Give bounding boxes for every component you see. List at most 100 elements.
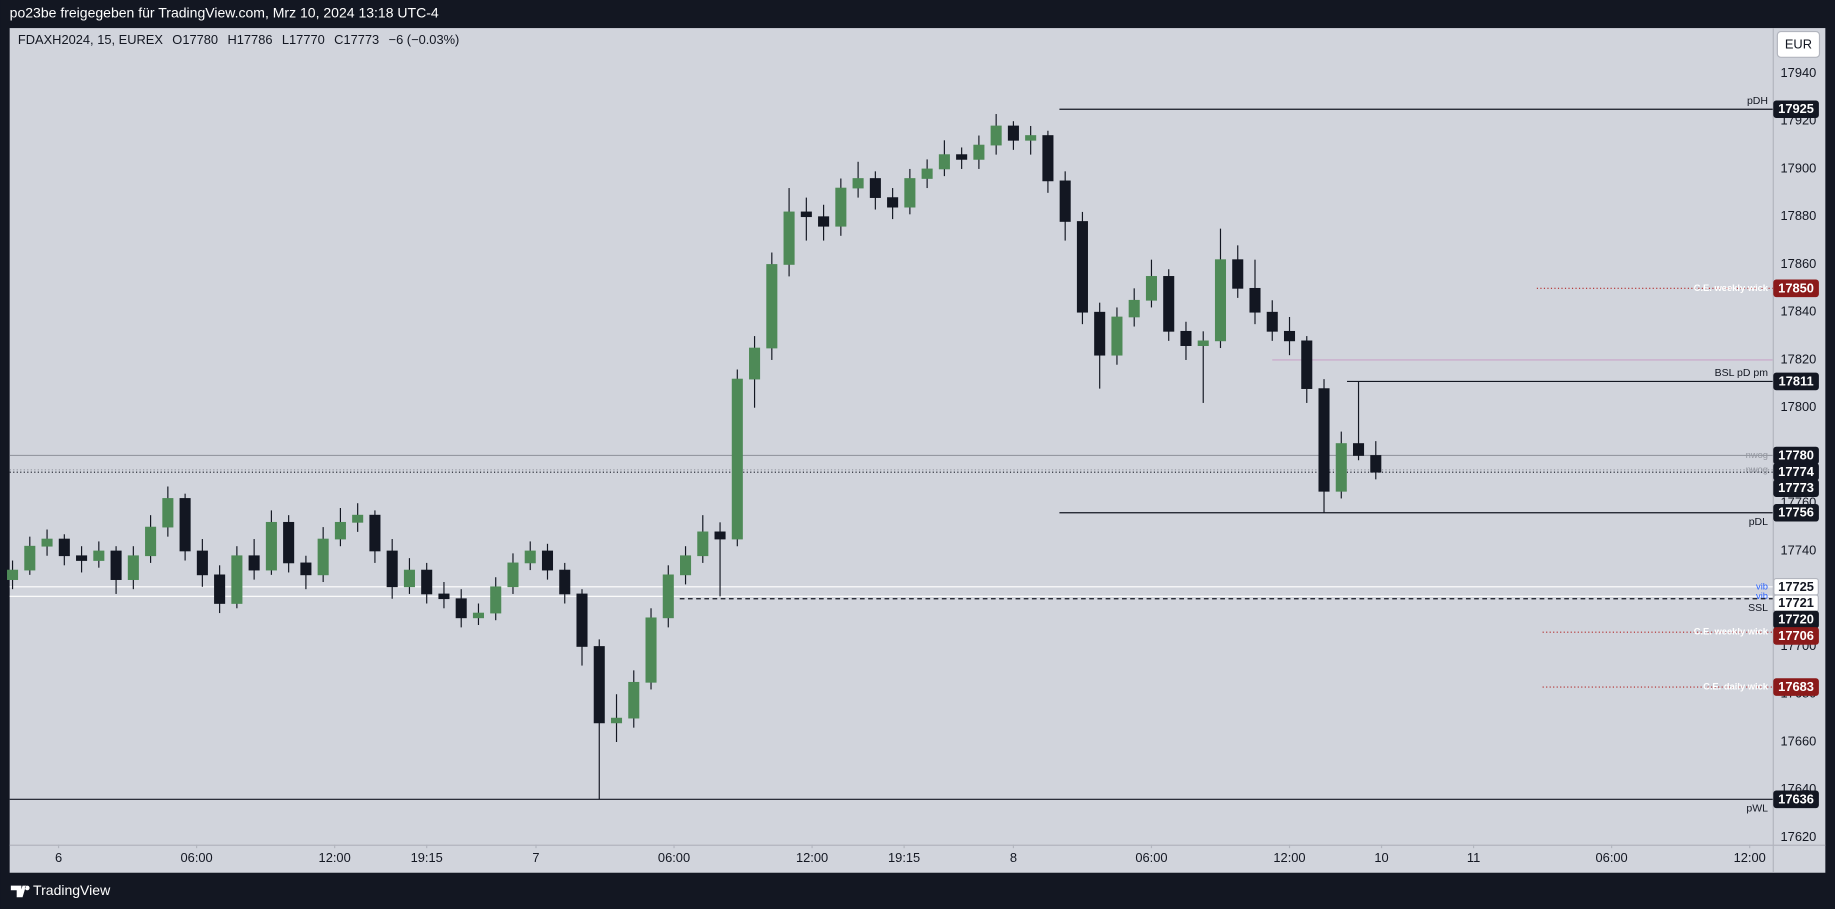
candle-body xyxy=(1042,135,1054,182)
candle-body xyxy=(938,154,950,170)
candle-body xyxy=(334,521,346,540)
candle-body xyxy=(196,550,208,576)
y-tick-label: 17900 xyxy=(1781,160,1817,175)
candle-body xyxy=(127,555,139,580)
candle-body xyxy=(783,211,795,265)
level-label: nwog xyxy=(1746,450,1768,460)
candle-body xyxy=(869,178,881,198)
candle-body xyxy=(1145,276,1157,301)
price-badge-label: 17636 xyxy=(1778,791,1814,806)
candle-body xyxy=(490,586,502,614)
candle-body xyxy=(403,569,415,588)
candle-body xyxy=(248,555,260,571)
y-tick-label: 17860 xyxy=(1781,256,1817,271)
candle-body xyxy=(41,538,53,547)
x-tick-label: 19:15 xyxy=(411,850,443,865)
candle-body xyxy=(93,550,105,561)
price-badge-label: 17683 xyxy=(1778,679,1814,694)
currency-label[interactable]: EUR xyxy=(1785,36,1812,51)
price-badge-label: 17774 xyxy=(1778,464,1815,479)
candle-body xyxy=(714,531,726,540)
candle-body xyxy=(1111,316,1123,356)
candle-body xyxy=(645,617,657,683)
candle-body xyxy=(1301,340,1313,389)
legend-key: C xyxy=(334,32,343,47)
candle-body xyxy=(1370,455,1382,473)
level-label: C.E. weekly wick xyxy=(1694,283,1769,293)
logo-icon xyxy=(10,885,30,898)
x-tick-label: 11 xyxy=(1467,850,1480,865)
candle-body xyxy=(593,646,605,724)
y-tick-label: 17660 xyxy=(1781,733,1817,748)
level-label: BSL pD pm xyxy=(1715,367,1769,379)
y-tick-label: 17840 xyxy=(1781,304,1817,319)
y-tick-label: 17620 xyxy=(1781,829,1817,844)
candle-body xyxy=(1128,299,1140,318)
level-label: pWL xyxy=(1746,802,1768,814)
candle-body xyxy=(800,211,812,218)
candle-body xyxy=(1094,311,1106,356)
candle-body xyxy=(162,498,174,528)
x-tick-label: 12:00 xyxy=(1273,850,1305,865)
legend-key: H xyxy=(227,32,236,47)
x-tick-label: 12:00 xyxy=(319,850,351,865)
y-tick-label: 17800 xyxy=(1781,399,1817,414)
price-badge xyxy=(1773,372,1819,391)
candle-body xyxy=(24,545,36,571)
candle-body xyxy=(1163,276,1175,332)
candle-body xyxy=(1214,259,1227,342)
candle-body xyxy=(421,569,433,595)
candle-body xyxy=(76,555,88,561)
y-tick-label: 17740 xyxy=(1781,542,1817,557)
candle-body xyxy=(524,550,536,564)
price-badge-label: 17756 xyxy=(1778,505,1814,520)
candle-body xyxy=(904,178,916,208)
price-badge-label: 17720 xyxy=(1778,612,1814,627)
price-badge-label: 17721 xyxy=(1778,595,1814,610)
candle-body xyxy=(1318,388,1330,492)
candle-body xyxy=(455,598,467,619)
x-tick-label: 6 xyxy=(55,850,62,865)
candle-body xyxy=(680,555,692,576)
candle-body xyxy=(541,550,554,571)
x-tick-label: 06:00 xyxy=(1596,850,1628,865)
footer-logo xyxy=(10,885,30,898)
legend-change: −6 (−0.03%) xyxy=(389,32,460,47)
candle-body xyxy=(610,717,623,724)
currency-button[interactable] xyxy=(1776,31,1821,58)
candle-body xyxy=(145,526,157,557)
price-badge xyxy=(1773,627,1819,645)
candle-body xyxy=(749,347,761,380)
candle-body xyxy=(1266,311,1278,332)
level-label: C.E. daily wick xyxy=(1703,682,1769,692)
legend-value: 17773 xyxy=(343,32,379,47)
y-tick-label: 17940 xyxy=(1781,65,1817,80)
level-label: vib xyxy=(1756,591,1768,601)
candle-body xyxy=(317,538,329,576)
top-bar-text: po23be freigegeben für TradingView.com, … xyxy=(10,5,439,21)
candle-body xyxy=(438,593,450,600)
candle-body xyxy=(283,521,295,564)
y-tick-label: 17880 xyxy=(1781,208,1817,223)
price-badge-label: 17780 xyxy=(1778,447,1814,462)
candle-body xyxy=(697,531,709,557)
candle-body xyxy=(1353,443,1365,456)
price-badge xyxy=(1773,678,1819,696)
price-badge-label: 17811 xyxy=(1779,373,1814,388)
chart-background xyxy=(9,28,1826,873)
legend-key: O xyxy=(172,32,182,47)
candle-body xyxy=(265,521,277,571)
legend-symbol: FDAXH2024, 15, EUREX xyxy=(18,32,164,47)
footer-brand: TradingView xyxy=(33,882,111,898)
candle-body xyxy=(835,187,847,227)
candle-body xyxy=(1025,135,1037,141)
candle-body xyxy=(990,125,1002,146)
level-label: C.E. weekly wick xyxy=(1694,627,1769,637)
level-label: nwog xyxy=(1746,464,1768,474)
level-label: pDH xyxy=(1747,95,1768,107)
candle-body xyxy=(214,574,226,604)
candle-body xyxy=(386,550,398,588)
candle-body xyxy=(921,168,933,179)
x-tick-label: 12:00 xyxy=(1734,850,1766,865)
